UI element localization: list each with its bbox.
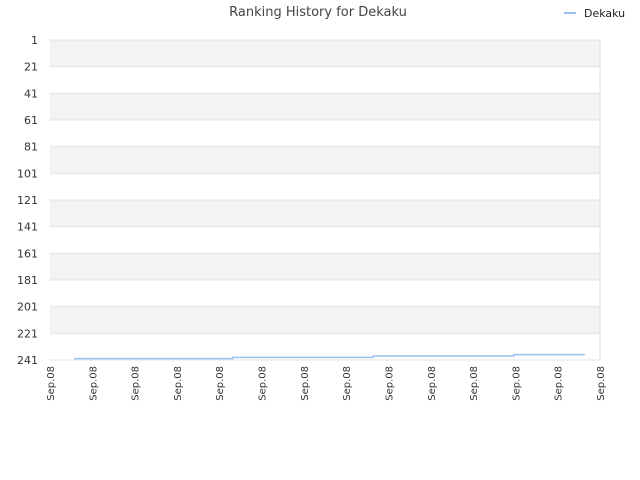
x-tick-label: Sep.08	[511, 366, 522, 401]
plot-band	[50, 280, 600, 307]
y-tick-label: 1	[31, 34, 38, 47]
y-tick-label: 101	[17, 167, 38, 180]
y-tick-label: 181	[17, 274, 38, 287]
plot-band	[50, 146, 600, 174]
plot-bands	[50, 40, 600, 360]
chart-title: Ranking History for Dekaku	[229, 5, 407, 20]
plot-band	[50, 333, 600, 360]
plot-band	[50, 120, 600, 147]
y-tick-label: 201	[17, 301, 38, 314]
y-tick-label: 241	[17, 354, 38, 367]
x-axis-ticks: Sep.08 Sep.08 Sep.08 Sep.08 Sep.08 Sep.08 Sep.…	[46, 366, 607, 401]
y-tick-label: 141	[17, 221, 38, 234]
x-tick-label: Sep.08	[300, 366, 311, 401]
x-tick-label: Sep.08	[554, 366, 565, 401]
plot-band	[50, 40, 600, 67]
x-tick-label: Sep.08	[215, 366, 226, 401]
x-tick-label: Sep.08	[173, 366, 184, 401]
y-tick-label: 41	[24, 87, 38, 100]
x-tick-label: Sep.08	[258, 366, 269, 401]
gridlines	[50, 39, 601, 361]
y-tick-label: 21	[24, 61, 38, 74]
plot-band	[50, 253, 600, 280]
legend-label: Dekaku	[584, 7, 625, 20]
plot-band	[50, 200, 600, 227]
x-tick-label: Sep.08	[88, 366, 99, 401]
plot-band	[50, 306, 600, 334]
x-tick-label: Sep.08	[46, 366, 57, 401]
y-tick-label: 221	[17, 327, 38, 340]
plot-band	[50, 226, 600, 254]
x-tick-label: Sep.08	[342, 366, 353, 401]
plot-band	[50, 93, 600, 120]
y-tick-label: 161	[17, 247, 38, 260]
x-tick-label: Sep.08	[469, 366, 480, 401]
y-tick-label: 81	[24, 141, 38, 154]
x-tick-label: Sep.08	[131, 366, 142, 401]
y-tick-label: 61	[24, 114, 38, 127]
y-tick-label: 121	[17, 194, 38, 207]
plot-band	[50, 173, 600, 200]
x-tick-label: Sep.08	[596, 366, 607, 401]
series-lines	[74, 353, 585, 360]
plot-band	[50, 66, 600, 94]
x-tick-label: Sep.08	[384, 366, 395, 401]
series-line	[74, 353, 585, 360]
legend: Dekaku	[564, 7, 625, 20]
x-tick-label: Sep.08	[427, 366, 438, 401]
